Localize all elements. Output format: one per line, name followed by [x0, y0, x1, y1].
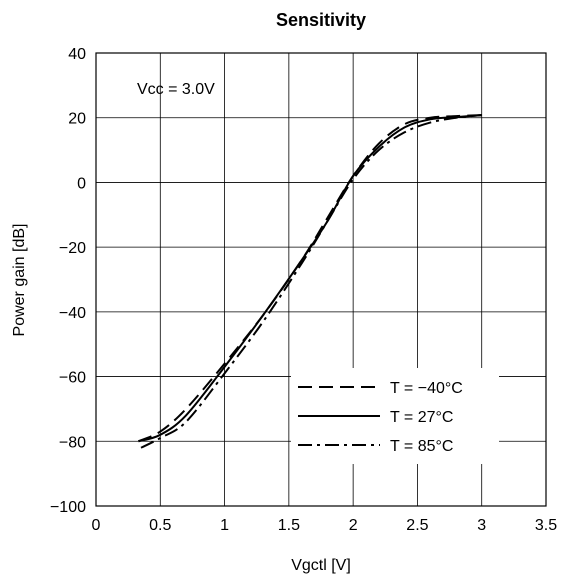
legend-label-1: T = 27°C: [390, 409, 453, 426]
y-tick-label: −100: [50, 499, 86, 516]
x-tick-label: 1.5: [278, 517, 300, 534]
series-line-0: [138, 114, 482, 443]
tick-labels: 0 0.5 1 1.5 2 2.5 3 3.5 40 20 0 −20 −40 −60 −80 −100: [50, 46, 557, 534]
x-tick-label: 2.5: [406, 517, 428, 534]
chart-title: Sensitivity: [276, 10, 366, 30]
y-tick-label: 40: [68, 46, 86, 63]
series-line-2: [140, 114, 482, 449]
vcc-annotation: Vcc = 3.0V: [137, 81, 215, 98]
x-axis-label: Vgctl [V]: [291, 557, 351, 574]
y-tick-label: −60: [59, 370, 86, 387]
x-tick-label: 1: [220, 517, 229, 534]
x-tick-label: 0: [92, 517, 101, 534]
y-tick-label: −80: [59, 434, 86, 451]
x-tick-label: 0.5: [149, 517, 171, 534]
legend-label-2: T = 85°C: [390, 438, 453, 455]
y-tick-label: 0: [77, 175, 86, 192]
y-tick-label: −40: [59, 305, 86, 322]
y-tick-label: −20: [59, 240, 86, 257]
x-tick-label: 3.5: [535, 517, 557, 534]
legend-label-0: T = −40°C: [390, 380, 463, 397]
y-axis-label: Power gain [dB]: [11, 224, 28, 337]
legend: T = −40°C T = 27°C T = 85°C: [291, 368, 499, 464]
x-tick-label: 2: [349, 517, 358, 534]
series-lines: [138, 114, 482, 449]
plot-frame: [95, 52, 547, 507]
x-tick-label: 3: [477, 517, 486, 534]
y-tick-label: 20: [68, 111, 86, 128]
